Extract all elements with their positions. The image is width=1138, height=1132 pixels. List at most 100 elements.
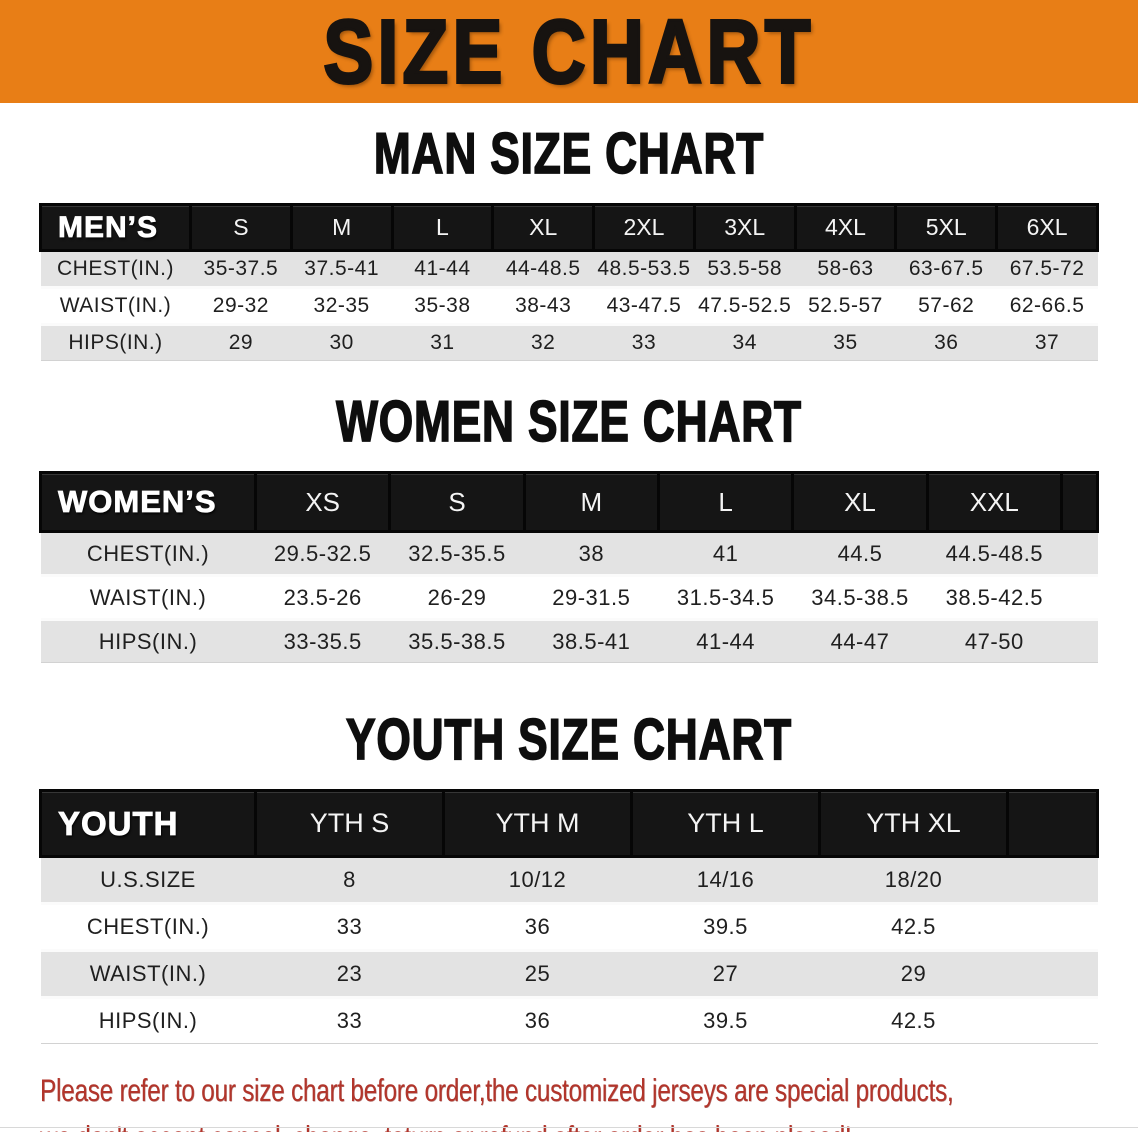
men-size-value: 67.5-72 <box>996 249 1098 288</box>
men-column-header: 2XL <box>592 203 696 252</box>
youth-size-value: 27 <box>631 949 820 998</box>
youth-column-header: YTH S <box>254 789 445 858</box>
men-measurement-row: CHEST(IN.) 35-37.5 37.5-41 41-44 44-48.5 48.5… <box>40 249 1098 288</box>
men-size-table: MEN’S S M L XL 2XL 3XL 4XL 5XL 6XL CHEST(IN.) 35-37… <box>39 203 1099 361</box>
men-size-value: 52.5-57 <box>795 286 896 325</box>
disclaimer-line-2-text: we don't accept cancel, change, teturn o… <box>40 1115 852 1132</box>
men-size-value: 35 <box>795 323 896 361</box>
youth-row-label: CHEST(IN.) <box>40 902 256 951</box>
youth-measurement-row: HIPS(IN.) 33 36 39.5 42.5 <box>40 996 1098 1044</box>
men-column-header: 5XL <box>894 203 999 252</box>
men-column-header: L <box>390 203 495 252</box>
men-header-label: MEN’S <box>39 203 192 252</box>
youth-column-header: YTH M <box>442 789 633 858</box>
men-size-value: 36 <box>895 323 997 361</box>
men-size-value: 57-62 <box>895 286 997 325</box>
women-size-value: 29.5-32.5 <box>255 530 390 576</box>
men-size-value: 37 <box>996 323 1098 361</box>
men-size-value: 31 <box>392 323 493 361</box>
women-column-header: L <box>656 471 795 533</box>
men-size-value: 37.5-41 <box>291 249 393 288</box>
men-size-value: 29-32 <box>190 286 292 325</box>
section-women: WOMEN SIZE CHART WOMEN’S XS S M L XL XXL CHEST(… <box>0 393 1138 663</box>
women-size-table: WOMEN’S XS S M L XL XXL CHEST(IN.) 29.5-32.5 32.5… <box>39 471 1099 663</box>
men-column-header: XL <box>491 203 596 252</box>
men-header-row: MEN’S S M L XL 2XL 3XL 4XL 5XL 6XL <box>39 203 1099 252</box>
women-size-value: 33-35.5 <box>255 618 390 663</box>
men-size-value: 32-35 <box>291 286 393 325</box>
youth-row-spacer <box>1007 902 1098 951</box>
men-size-value: 30 <box>291 323 393 361</box>
women-size-value: 38.5-41 <box>524 618 659 663</box>
youth-size-value: 18/20 <box>819 855 1008 904</box>
men-size-value: 62-66.5 <box>996 286 1098 325</box>
women-size-value: 31.5-34.5 <box>658 574 793 620</box>
men-row-label: CHEST(IN.) <box>40 249 191 288</box>
men-measurement-row: WAIST(IN.) 29-32 32-35 35-38 38-43 43-47.5 47.… <box>40 286 1098 325</box>
youth-size-value: 39.5 <box>631 902 820 951</box>
youth-size-value: 42.5 <box>819 902 1008 951</box>
page-bottom-rule <box>0 1127 1138 1128</box>
youth-size-value: 39.5 <box>631 996 820 1044</box>
women-column-header: XS <box>253 471 392 533</box>
section-men: MAN SIZE CHART MEN’S S M L XL 2XL 3XL 4XL 5XL 6XL… <box>0 125 1138 361</box>
women-header-row: WOMEN’S XS S M L XL XXL <box>39 471 1099 533</box>
women-header-label: WOMEN’S <box>39 471 257 533</box>
women-column-header: S <box>388 471 526 533</box>
men-size-value: 38-43 <box>492 286 594 325</box>
women-column-header: M <box>522 471 660 533</box>
women-row-spacer <box>1061 574 1098 620</box>
women-size-value: 23.5-26 <box>255 574 390 620</box>
women-column-header: XL <box>791 471 929 533</box>
youth-measurement-row: U.S.SIZE 8 10/12 14/16 18/20 <box>40 855 1098 904</box>
men-column-header: 6XL <box>995 203 1099 252</box>
disclaimer-line-1-text: Please refer to our size chart before or… <box>40 1073 954 1109</box>
women-row-label: WAIST(IN.) <box>40 574 256 620</box>
women-row-spacer <box>1061 618 1098 663</box>
men-column-header: S <box>189 203 293 252</box>
men-size-value: 43-47.5 <box>593 286 695 325</box>
men-section-title: MAN SIZE CHART <box>0 125 1138 184</box>
men-size-value: 35-38 <box>392 286 493 325</box>
women-size-value: 32.5-35.5 <box>389 530 525 576</box>
youth-row-spacer <box>1007 996 1098 1044</box>
men-size-value: 58-63 <box>795 249 896 288</box>
youth-size-value: 8 <box>255 855 444 904</box>
youth-measurement-row: CHEST(IN.) 33 36 39.5 42.5 <box>40 902 1098 951</box>
youth-size-table: YOUTH YTH S YTH M YTH L YTH XL U.S.SIZE 8 10/12… <box>39 789 1099 1044</box>
men-size-value: 35-37.5 <box>190 249 292 288</box>
youth-column-header: YTH XL <box>818 789 1009 858</box>
youth-size-value: 42.5 <box>819 996 1008 1044</box>
women-size-value: 29-31.5 <box>524 574 659 620</box>
youth-header-row: YOUTH YTH S YTH M YTH L YTH XL <box>39 789 1099 858</box>
women-row-label: HIPS(IN.) <box>40 618 256 663</box>
women-size-value: 38.5-42.5 <box>927 574 1062 620</box>
women-size-value: 34.5-38.5 <box>792 574 928 620</box>
women-size-value: 44-47 <box>792 618 928 663</box>
men-size-value: 44-48.5 <box>492 249 594 288</box>
disclaimer: Please refer to our size chart before or… <box>40 1070 1138 1132</box>
men-size-value: 29 <box>190 323 292 361</box>
men-size-value: 34 <box>694 323 796 361</box>
youth-header-spacer <box>1006 789 1099 858</box>
women-header-spacer <box>1060 471 1099 533</box>
youth-row-label: U.S.SIZE <box>40 855 256 904</box>
youth-size-value: 14/16 <box>631 855 820 904</box>
women-section-title: WOMEN SIZE CHART <box>0 393 1138 452</box>
disclaimer-line: we don't accept cancel, change, teturn o… <box>40 1117 1138 1132</box>
women-measurement-row: CHEST(IN.) 29.5-32.5 32.5-35.5 38 41 44.5 44.5… <box>40 530 1098 576</box>
youth-row-label: HIPS(IN.) <box>40 996 256 1044</box>
men-size-value: 33 <box>593 323 695 361</box>
youth-measurement-row: WAIST(IN.) 23 25 27 29 <box>40 949 1098 998</box>
men-row-label: HIPS(IN.) <box>40 323 191 361</box>
men-size-value: 48.5-53.5 <box>593 249 695 288</box>
youth-row-spacer <box>1007 855 1098 904</box>
youth-size-value: 36 <box>443 902 632 951</box>
youth-size-value: 29 <box>819 949 1008 998</box>
women-row-label: CHEST(IN.) <box>40 530 256 576</box>
women-size-value: 35.5-38.5 <box>389 618 525 663</box>
youth-section-title: YOUTH SIZE CHART <box>0 711 1138 770</box>
youth-size-value: 23 <box>255 949 444 998</box>
women-size-value: 38 <box>524 530 659 576</box>
